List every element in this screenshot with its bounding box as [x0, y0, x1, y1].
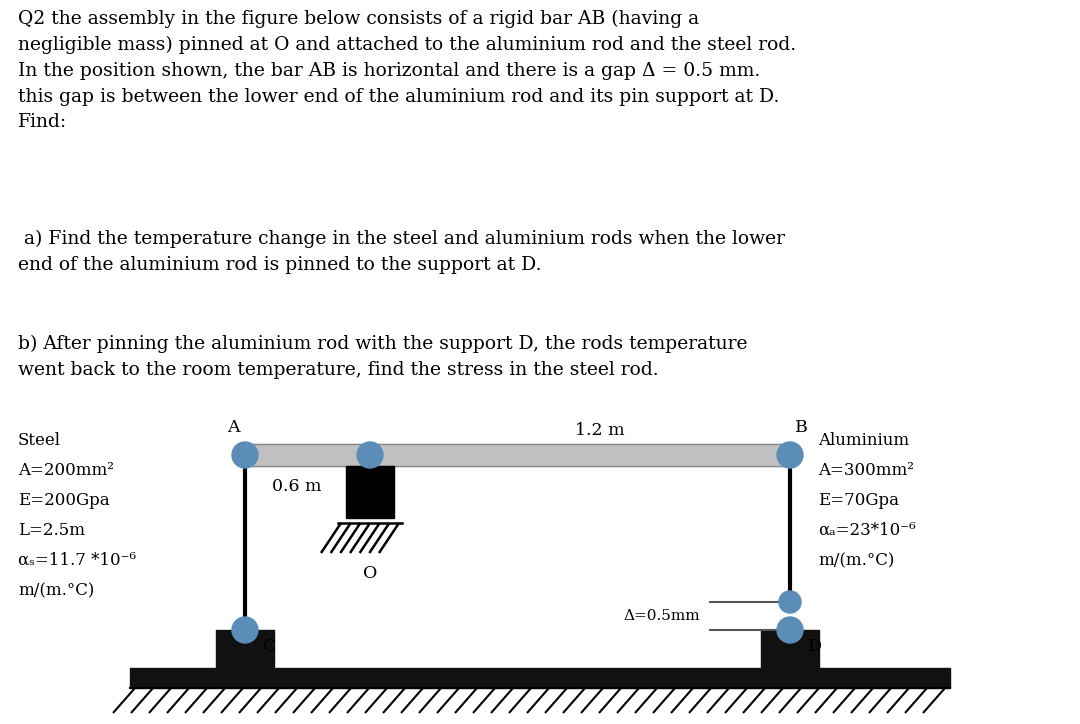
Text: b) After pinning the aluminium rod with the support D, the rods temperature
went: b) After pinning the aluminium rod with … [18, 335, 747, 379]
Text: B: B [795, 419, 808, 436]
Circle shape [777, 617, 804, 643]
Text: 1.2 m: 1.2 m [576, 422, 625, 439]
Text: Δ=0.5mm: Δ=0.5mm [623, 609, 700, 623]
Bar [245, 444, 789, 466]
Text: E=70Gpa: E=70Gpa [818, 492, 899, 509]
Bar [761, 630, 819, 668]
Circle shape [779, 591, 801, 613]
Bar [346, 466, 394, 518]
Circle shape [357, 442, 383, 468]
Circle shape [232, 442, 258, 468]
Circle shape [232, 617, 258, 643]
Bar [130, 668, 950, 688]
Text: D: D [808, 638, 822, 655]
Text: O: O [363, 565, 377, 582]
Bar [245, 444, 789, 466]
Text: A: A [228, 419, 240, 436]
Text: L=2.5m: L=2.5m [18, 522, 85, 539]
Text: αₐ=23*10⁻⁶: αₐ=23*10⁻⁶ [818, 522, 916, 539]
Text: m/(m.°C): m/(m.°C) [18, 582, 94, 599]
Text: Aluminium: Aluminium [818, 432, 909, 449]
Circle shape [777, 442, 804, 468]
Text: C: C [264, 638, 276, 655]
Text: A=300mm²: A=300mm² [818, 462, 914, 479]
Text: αₛ=11.7 *10⁻⁶: αₛ=11.7 *10⁻⁶ [18, 552, 136, 569]
Text: Q2 the assembly in the figure below consists of a rigid bar AB (having a
negligi: Q2 the assembly in the figure below cons… [18, 10, 796, 132]
Text: Steel: Steel [18, 432, 60, 449]
Text: A=200mm²: A=200mm² [18, 462, 113, 479]
Bar [216, 630, 274, 668]
Text: 0.6 m: 0.6 m [272, 478, 322, 495]
Text: E=200Gpa: E=200Gpa [18, 492, 110, 509]
Text: m/(m.°C): m/(m.°C) [818, 552, 894, 569]
Text: a) Find the temperature change in the steel and aluminium rods when the lower
en: a) Find the temperature change in the st… [18, 230, 785, 274]
